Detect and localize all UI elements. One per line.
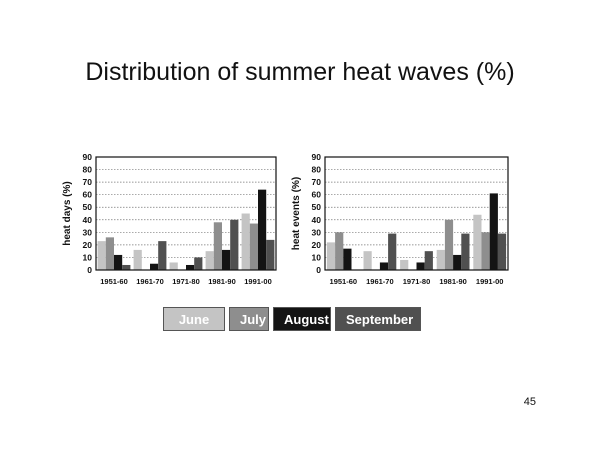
y-tick-label: 60 [83,190,93,200]
bar-june-1961-70 [133,249,142,270]
y-tick-label: 0 [87,265,92,275]
y-tick-label: 90 [83,152,93,162]
bar-july-1991-00 [249,223,258,270]
y-axis-label: heat events (%) [291,177,302,250]
bar-august-1971-80 [186,264,195,270]
y-tick-label: 20 [312,240,322,250]
bar-june-1971-80 [169,262,178,270]
x-tick-label: 1981-90 [439,277,467,286]
y-tick-label: 50 [83,202,93,212]
bar-september-1961-70 [158,241,167,270]
slide-title: Distribution of summer heat waves (%) [85,58,515,86]
y-tick-label: 90 [312,152,322,162]
y-tick-label: 30 [312,227,322,237]
legend-item-july: July [229,307,269,331]
x-tick-label: 1991-00 [476,277,504,286]
bar-july-1981-90 [213,222,222,270]
bar-august-1961-70 [150,263,159,270]
bar-june-1951-60 [326,242,336,270]
bar-june-1951-60 [97,241,106,270]
y-tick-label: 0 [316,265,321,275]
legend-item-august: August [273,307,331,331]
plot-frame [324,156,509,271]
bar-august-1951-60 [343,248,352,270]
bar-september-1991-00 [497,233,507,270]
bar-august-1981-90 [222,249,231,270]
bar-september-1981-90 [461,233,470,270]
heat-events-chart: 0 10 20 30 40 50 60 70 80 90 1951-60 1961-70 1971-80… [291,152,509,286]
x-tick-label: 1991-00 [244,277,272,286]
legend-item-september: September [335,307,421,331]
bar-august-1951-60 [114,254,123,270]
y-tick-label: 70 [312,177,322,187]
y-tick-label: 70 [83,177,93,187]
legend: June July August September [163,307,421,331]
bar-august-1971-80 [416,262,425,270]
legend-item-june: June [163,307,225,331]
y-tick-label: 20 [83,240,93,250]
bar-september-1951-60 [122,264,131,270]
bar-september-1961-70 [388,233,397,270]
y-tick-label: 40 [312,215,322,225]
y-tick-label: 60 [312,190,322,200]
bar-july-1991-00 [481,232,490,270]
bar-august-1991-00 [489,193,498,270]
x-tick-label: 1951-60 [100,277,128,286]
bar-september-1971-80 [424,251,433,270]
y-tick-label: 10 [312,252,322,262]
bar-june-1981-90 [205,251,214,270]
y-tick-label: 30 [83,227,93,237]
bar-june-1981-90 [436,249,445,270]
y-tick-label: 40 [83,215,93,225]
bar-september-1981-90 [230,219,239,270]
bar-july-1951-60 [105,237,114,270]
y-tick-label: 80 [312,165,322,175]
bar-july-1981-90 [444,219,454,270]
y-tick-label: 10 [83,252,93,262]
bar-september-1991-00 [266,239,275,270]
bar-june-1991-00 [241,213,250,270]
bar-august-1991-00 [258,189,267,270]
page-number: 45 [523,396,536,408]
bar-september-1971-80 [194,257,203,270]
y-tick-label: 50 [312,202,322,212]
x-tick-label: 1971-80 [172,277,200,286]
bar-august-1981-90 [453,254,462,270]
x-tick-label: 1971-80 [403,277,431,286]
bar-august-1961-70 [379,262,389,270]
x-tick-label: 1981-90 [208,277,236,286]
heat-days-chart: 0 10 20 30 40 50 60 70 80 90 1951-60 1961-70 1971-80… [62,152,277,286]
bar-june-1971-80 [400,259,409,270]
bar-july-1951-60 [335,232,344,270]
plot-frame [95,156,277,271]
y-axis-label: heat days (%) [62,181,73,245]
bar-june-1991-00 [473,214,482,270]
x-tick-label: 1961-70 [136,277,164,286]
x-tick-label: 1961-70 [366,277,394,286]
y-tick-label: 80 [83,165,93,175]
bar-june-1961-70 [363,251,372,270]
x-tick-label: 1951-60 [330,277,358,286]
